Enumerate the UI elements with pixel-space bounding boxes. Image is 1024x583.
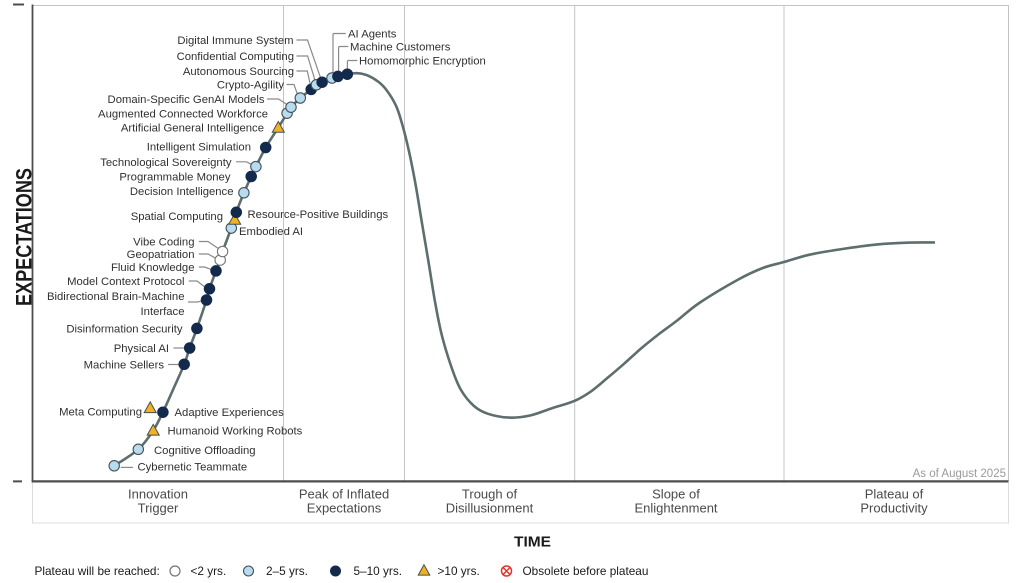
svg-text:Cybernetic Teammate: Cybernetic Teammate [138,462,248,474]
svg-text:Machine Sellers: Machine Sellers [84,360,165,372]
svg-text:Intelligent Simulation: Intelligent Simulation [147,142,251,154]
svg-text:Geopatriation: Geopatriation [127,249,195,261]
svg-text:Decision Intelligence: Decision Intelligence [130,186,234,198]
svg-text:Autonomous Sourcing: Autonomous Sourcing [183,66,294,78]
svg-text:Artificial General Intelligenc: Artificial General Intelligence [121,123,264,135]
svg-text:Fluid Knowledge: Fluid Knowledge [111,262,195,274]
svg-text:Plateau will be reached:: Plateau will be reached: [35,564,160,578]
svg-text:Digital Immune System: Digital Immune System [177,35,293,47]
svg-text:Model Context Protocol: Model Context Protocol [67,276,184,288]
svg-text:Trough of: Trough of [462,487,518,502]
svg-text:Innovation: Innovation [128,487,188,502]
svg-text:TIME: TIME [514,534,551,551]
svg-text:Plateau of: Plateau of [865,487,924,502]
svg-text:Crypto-Agility: Crypto-Agility [217,80,285,92]
svg-text:Embodied AI: Embodied AI [239,226,303,238]
svg-text:Peak of Inflated: Peak of Inflated [299,487,389,502]
svg-text:Productivity: Productivity [860,501,928,516]
svg-text:AI Agents: AI Agents [348,29,397,41]
svg-text:Programmable Money: Programmable Money [119,172,230,184]
svg-text:Resource-Positive Buildings: Resource-Positive Buildings [248,209,389,221]
svg-text:Adaptive Experiences: Adaptive Experiences [175,407,285,419]
svg-text:>10 yrs.: >10 yrs. [438,564,480,578]
svg-text:Cognitive Offloading: Cognitive Offloading [154,445,256,457]
svg-text:Expectations: Expectations [307,501,382,516]
svg-text:Technological Sovereignty: Technological Sovereignty [100,157,232,169]
svg-text:As of August 2025: As of August 2025 [913,468,1006,480]
svg-text:2–5 yrs.: 2–5 yrs. [266,564,308,578]
svg-text:Augmented Connected Workforce: Augmented Connected Workforce [98,109,268,121]
svg-text:Homomorphic Encryption: Homomorphic Encryption [359,56,486,68]
svg-text:Meta Computing: Meta Computing [59,407,142,419]
svg-text:Confidential Computing: Confidential Computing [177,51,294,63]
svg-text:Enlightenment: Enlightenment [634,501,717,516]
svg-text:Obsolete before plateau: Obsolete before plateau [523,564,649,578]
svg-text:Domain-Specific GenAI Models: Domain-Specific GenAI Models [108,94,265,106]
svg-text:Physical AI: Physical AI [114,343,169,355]
svg-text:Slope of: Slope of [652,487,700,502]
svg-text:<2 yrs.: <2 yrs. [191,564,227,578]
svg-text:5–10 yrs.: 5–10 yrs. [354,564,403,578]
svg-text:Disinformation Security: Disinformation Security [66,324,182,336]
svg-text:EXPECTATIONS: EXPECTATIONS [12,168,37,306]
svg-text:Trigger: Trigger [138,501,179,516]
svg-text:Vibe Coding: Vibe Coding [133,237,194,249]
svg-text:Bidirectional Brain-Machine: Bidirectional Brain-Machine [47,291,185,303]
svg-text:Machine Customers: Machine Customers [350,42,451,54]
svg-text:Interface: Interface [141,306,185,318]
svg-text:Humanoid Working Robots: Humanoid Working Robots [168,426,303,438]
svg-text:Spatial Computing: Spatial Computing [131,211,223,223]
svg-text:Disillusionment: Disillusionment [446,501,534,516]
